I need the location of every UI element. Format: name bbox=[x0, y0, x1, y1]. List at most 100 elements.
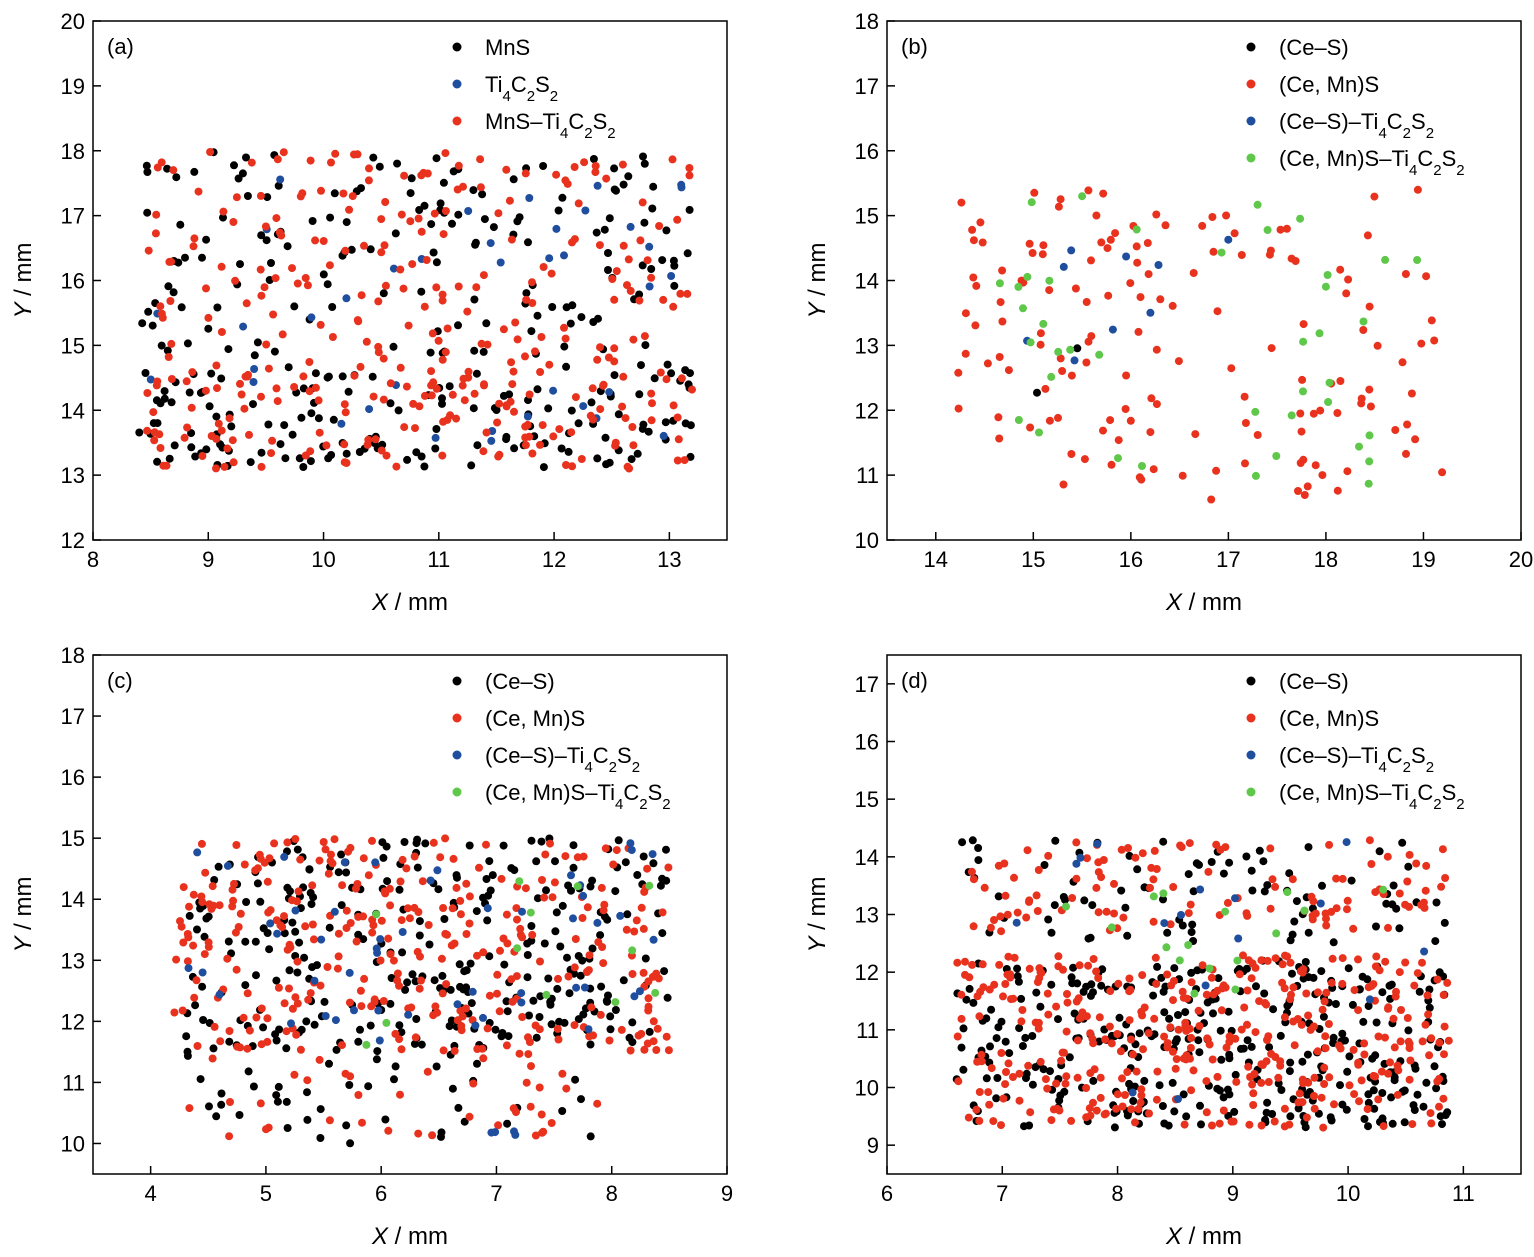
data-point bbox=[407, 1003, 416, 1012]
data-point bbox=[1433, 1077, 1442, 1086]
data-point bbox=[1000, 859, 1009, 868]
data-point bbox=[1311, 909, 1320, 918]
data-point bbox=[540, 939, 549, 948]
data-point bbox=[510, 1127, 518, 1136]
x-tick-label: 6 bbox=[881, 1181, 893, 1206]
data-point bbox=[200, 932, 209, 941]
data-point bbox=[395, 981, 403, 990]
legend-marker bbox=[452, 116, 462, 126]
data-point bbox=[1213, 307, 1222, 316]
data-point bbox=[264, 364, 273, 373]
data-point bbox=[537, 333, 546, 341]
data-point bbox=[1138, 849, 1147, 858]
data-point bbox=[452, 883, 461, 892]
data-point bbox=[294, 887, 303, 896]
data-point bbox=[1359, 1017, 1368, 1026]
data-point bbox=[274, 983, 283, 992]
data-point bbox=[1370, 1104, 1379, 1113]
y-tick-label: 14 bbox=[61, 398, 85, 423]
data-point bbox=[1433, 975, 1442, 984]
data-point bbox=[1336, 377, 1345, 385]
data-point bbox=[1365, 431, 1374, 440]
data-point bbox=[637, 903, 646, 912]
data-point bbox=[1069, 963, 1078, 972]
data-point bbox=[313, 961, 321, 970]
data-point bbox=[1059, 893, 1068, 901]
data-point bbox=[485, 991, 494, 1000]
data-point bbox=[1233, 956, 1242, 965]
data-point bbox=[1293, 1015, 1302, 1023]
data-point bbox=[1153, 962, 1162, 971]
data-point bbox=[163, 346, 172, 355]
legend-marker bbox=[1246, 79, 1256, 89]
data-point bbox=[560, 251, 568, 260]
data-point bbox=[544, 974, 553, 983]
data-point bbox=[334, 868, 343, 877]
data-point bbox=[1266, 844, 1275, 853]
data-point bbox=[207, 369, 216, 378]
data-point bbox=[969, 875, 978, 884]
data-point bbox=[639, 968, 648, 977]
data-point bbox=[587, 398, 596, 407]
data-point bbox=[628, 946, 637, 955]
data-point bbox=[662, 375, 671, 384]
data-point bbox=[425, 940, 434, 949]
data-point bbox=[263, 193, 272, 202]
data-point bbox=[1036, 329, 1045, 338]
data-point bbox=[469, 404, 478, 413]
data-point bbox=[502, 1041, 511, 1050]
data-point bbox=[656, 368, 665, 377]
data-point bbox=[1283, 888, 1292, 897]
data-point bbox=[1384, 1069, 1393, 1078]
data-point bbox=[498, 1029, 507, 1037]
data-point bbox=[443, 930, 451, 939]
data-point bbox=[493, 989, 501, 998]
data-point bbox=[413, 835, 422, 844]
data-point bbox=[1095, 1013, 1104, 1022]
data-point bbox=[370, 995, 379, 1004]
data-point bbox=[272, 916, 281, 925]
data-point bbox=[437, 954, 446, 963]
data-point bbox=[536, 368, 545, 376]
data-point bbox=[1092, 967, 1101, 976]
data-point bbox=[1205, 964, 1214, 973]
data-point bbox=[1050, 901, 1059, 910]
data-point bbox=[1324, 1020, 1333, 1028]
data-point bbox=[593, 181, 602, 190]
data-point bbox=[1309, 897, 1318, 906]
data-point bbox=[1387, 1093, 1396, 1102]
data-point bbox=[1127, 1105, 1136, 1114]
data-point bbox=[1301, 958, 1310, 966]
data-point bbox=[1215, 1119, 1224, 1128]
data-point bbox=[1384, 1003, 1393, 1012]
data-point bbox=[1117, 845, 1126, 854]
data-point bbox=[392, 462, 401, 471]
data-point bbox=[558, 193, 567, 202]
data-point bbox=[1444, 1036, 1453, 1045]
data-point bbox=[187, 429, 196, 438]
data-point bbox=[1075, 961, 1084, 970]
data-point bbox=[1010, 953, 1019, 962]
data-point bbox=[231, 276, 240, 285]
data-point bbox=[413, 863, 422, 872]
data-point bbox=[397, 1045, 406, 1054]
data-point bbox=[399, 284, 408, 293]
data-point bbox=[645, 1027, 654, 1036]
data-point bbox=[1054, 413, 1062, 422]
data-point bbox=[469, 1079, 478, 1088]
data-point bbox=[1343, 896, 1352, 905]
data-point bbox=[183, 423, 192, 432]
data-point bbox=[1110, 909, 1118, 918]
data-point bbox=[1014, 416, 1023, 424]
data-point bbox=[205, 402, 214, 411]
data-point bbox=[1044, 1010, 1053, 1019]
data-point bbox=[350, 371, 359, 380]
data-point bbox=[1438, 1120, 1446, 1129]
data-point bbox=[445, 1022, 454, 1031]
data-point bbox=[462, 930, 471, 938]
data-point bbox=[235, 1111, 244, 1119]
y-tick-label: 16 bbox=[855, 730, 879, 755]
data-point bbox=[1188, 920, 1197, 929]
x-tick-label: 6 bbox=[375, 1181, 387, 1206]
data-point bbox=[1398, 358, 1407, 367]
